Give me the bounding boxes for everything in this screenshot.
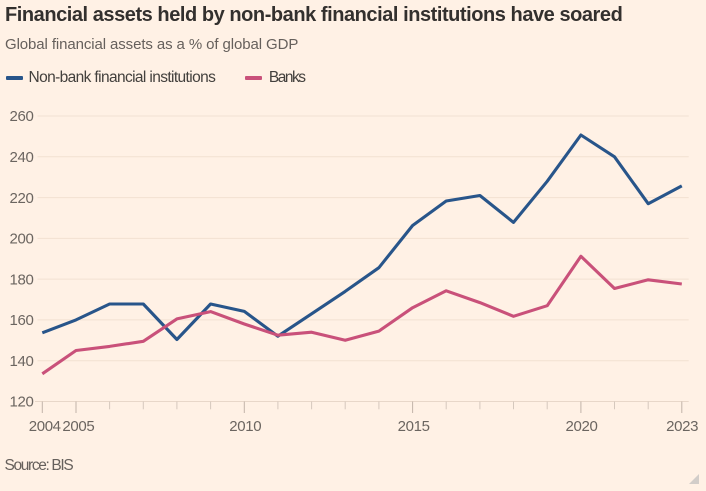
svg-text:2023: 2023: [666, 418, 698, 435]
svg-text:180: 180: [10, 271, 34, 288]
svg-text:2004: 2004: [29, 418, 61, 435]
svg-text:140: 140: [10, 353, 34, 370]
svg-text:2015: 2015: [398, 418, 430, 435]
svg-text:2020: 2020: [566, 418, 598, 435]
svg-text:160: 160: [10, 312, 34, 329]
svg-text:2005: 2005: [62, 418, 94, 435]
svg-text:240: 240: [10, 149, 34, 166]
svg-text:2010: 2010: [229, 418, 261, 435]
svg-text:260: 260: [10, 108, 34, 125]
svg-text:200: 200: [10, 231, 34, 248]
svg-text:120: 120: [10, 394, 34, 411]
svg-text:220: 220: [10, 190, 34, 207]
